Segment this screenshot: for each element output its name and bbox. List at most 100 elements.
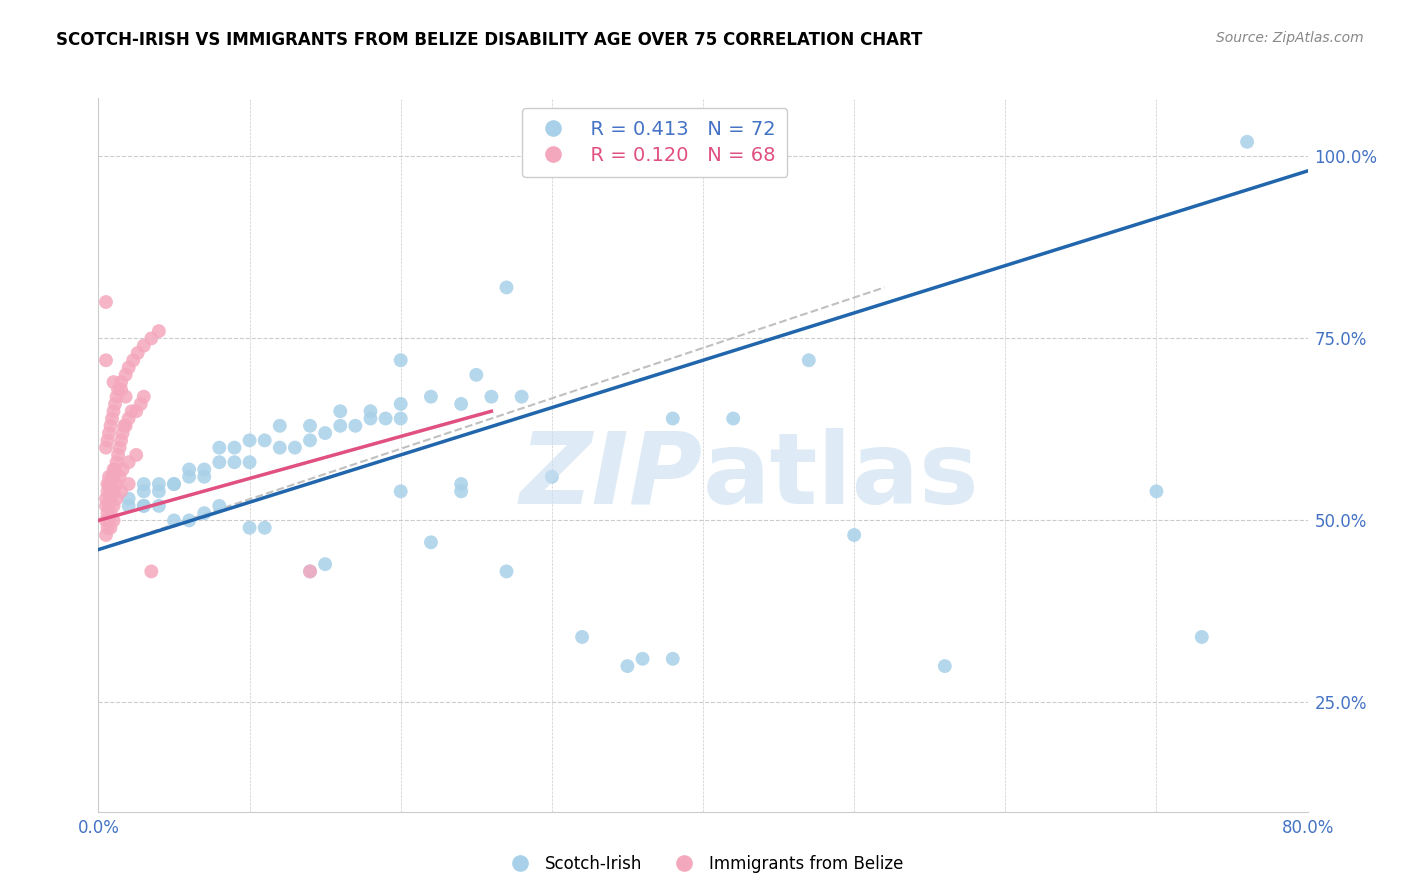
Point bbox=[360, 404, 382, 418]
Point bbox=[1191, 630, 1213, 644]
Point bbox=[118, 411, 141, 425]
Point bbox=[389, 397, 412, 411]
Point bbox=[118, 455, 141, 469]
Text: ZIP: ZIP bbox=[520, 428, 703, 524]
Point bbox=[94, 441, 117, 455]
Point bbox=[94, 295, 117, 310]
Point bbox=[193, 469, 215, 483]
Point bbox=[108, 441, 131, 455]
Point bbox=[314, 557, 336, 571]
Point bbox=[103, 499, 125, 513]
Point bbox=[103, 484, 125, 499]
Point bbox=[118, 360, 141, 375]
Text: atlas: atlas bbox=[703, 428, 980, 524]
Point bbox=[495, 280, 517, 294]
Point bbox=[360, 411, 382, 425]
Point bbox=[96, 521, 118, 535]
Point bbox=[110, 484, 132, 499]
Point bbox=[208, 455, 231, 469]
Point bbox=[94, 513, 117, 527]
Point bbox=[299, 434, 322, 448]
Point bbox=[224, 441, 246, 455]
Point bbox=[269, 441, 291, 455]
Point bbox=[96, 506, 118, 520]
Point bbox=[125, 448, 148, 462]
Point bbox=[101, 469, 124, 483]
Point bbox=[100, 484, 122, 499]
Point bbox=[110, 375, 132, 389]
Point bbox=[104, 397, 127, 411]
Point bbox=[100, 491, 122, 506]
Point bbox=[299, 418, 322, 433]
Point bbox=[105, 455, 128, 469]
Point bbox=[844, 528, 866, 542]
Point bbox=[329, 404, 352, 418]
Point bbox=[132, 484, 155, 499]
Point bbox=[314, 426, 336, 441]
Point bbox=[98, 477, 121, 491]
Point bbox=[103, 375, 125, 389]
Legend:   R = 0.413   N = 72,   R = 0.120   N = 68: R = 0.413 N = 72, R = 0.120 N = 68 bbox=[522, 108, 787, 177]
Point bbox=[98, 499, 121, 513]
Point bbox=[148, 484, 170, 499]
Point bbox=[148, 324, 170, 338]
Point bbox=[127, 346, 149, 360]
Point bbox=[662, 652, 685, 666]
Point bbox=[98, 469, 121, 483]
Point bbox=[389, 353, 412, 368]
Point bbox=[193, 506, 215, 520]
Point bbox=[96, 477, 118, 491]
Point bbox=[105, 390, 128, 404]
Point bbox=[112, 418, 135, 433]
Point bbox=[163, 477, 186, 491]
Text: Source: ZipAtlas.com: Source: ZipAtlas.com bbox=[1216, 31, 1364, 45]
Point bbox=[420, 390, 443, 404]
Point bbox=[329, 418, 352, 433]
Point bbox=[121, 404, 143, 418]
Point bbox=[101, 411, 124, 425]
Point bbox=[132, 390, 155, 404]
Point bbox=[239, 455, 262, 469]
Point bbox=[692, 135, 714, 149]
Point bbox=[108, 469, 131, 483]
Point bbox=[111, 462, 134, 476]
Point bbox=[179, 513, 201, 527]
Point bbox=[132, 477, 155, 491]
Point bbox=[179, 462, 201, 476]
Point bbox=[114, 390, 136, 404]
Point bbox=[125, 404, 148, 418]
Point bbox=[98, 426, 121, 441]
Point bbox=[389, 411, 412, 425]
Point bbox=[132, 339, 155, 353]
Point bbox=[662, 135, 685, 149]
Point bbox=[132, 499, 155, 513]
Point bbox=[193, 462, 215, 476]
Point bbox=[104, 462, 127, 476]
Point bbox=[797, 353, 820, 368]
Point bbox=[110, 383, 132, 397]
Point bbox=[934, 659, 956, 673]
Point bbox=[1236, 135, 1258, 149]
Point bbox=[224, 455, 246, 469]
Point bbox=[450, 397, 472, 411]
Point bbox=[723, 411, 745, 425]
Point bbox=[208, 499, 231, 513]
Point bbox=[299, 565, 322, 579]
Point bbox=[114, 418, 136, 433]
Point bbox=[239, 434, 262, 448]
Point bbox=[179, 469, 201, 483]
Point bbox=[299, 565, 322, 579]
Point bbox=[96, 434, 118, 448]
Point bbox=[100, 506, 122, 520]
Point bbox=[111, 426, 134, 441]
Point bbox=[105, 477, 128, 491]
Point bbox=[163, 477, 186, 491]
Point bbox=[100, 418, 122, 433]
Point bbox=[98, 513, 121, 527]
Point bbox=[540, 469, 562, 483]
Point bbox=[389, 484, 412, 499]
Point bbox=[510, 390, 533, 404]
Point bbox=[662, 411, 685, 425]
Point bbox=[94, 528, 117, 542]
Point bbox=[103, 469, 125, 483]
